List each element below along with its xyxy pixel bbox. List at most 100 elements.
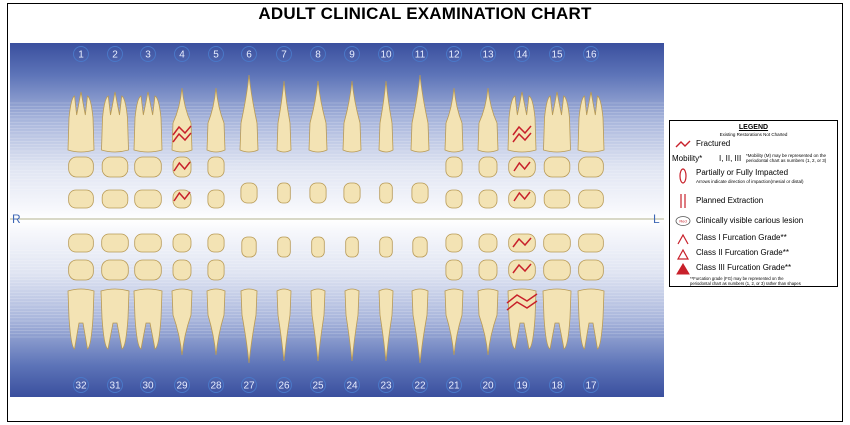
lower-number-21: 21 — [448, 381, 460, 392]
upper-tooth-root-16 — [577, 91, 605, 153]
lower-number-28: 28 — [210, 381, 222, 392]
fracture-mark-root-14 — [512, 125, 532, 136]
lower-occlusal-21 — [445, 259, 463, 281]
lower-occlusal-19 — [508, 259, 536, 281]
lower-number-26: 26 — [278, 381, 290, 392]
upper-occlusal-12 — [445, 156, 463, 178]
lower-tooth-root-23 — [378, 288, 394, 362]
lower-tooth-root-27 — [240, 288, 258, 364]
lower-tooth-root-26 — [276, 288, 292, 362]
fracture-mark-occlusal-4 — [173, 161, 191, 172]
legend-mobility-label: Mobility* — [672, 154, 703, 163]
lower-number-circle-28 — [208, 377, 224, 393]
lower-number-circle-21 — [446, 377, 462, 393]
lower-number-25: 25 — [312, 381, 324, 392]
extraction-symbol-icon — [680, 194, 686, 208]
upper-number-15: 15 — [551, 50, 563, 61]
upper-number-5: 5 — [213, 50, 219, 61]
side-label-right-patient: R — [12, 212, 21, 226]
legend-furcation-3-label: Class III Furcation Grade** — [696, 263, 792, 272]
upper-tooth-root-6 — [239, 74, 259, 153]
upper-number-13: 13 — [482, 50, 494, 61]
lower-number-circle-19 — [514, 377, 530, 393]
upper-buccal-14 — [508, 189, 536, 209]
lower-number-18: 18 — [551, 381, 563, 392]
lower-number-circle-29 — [174, 377, 190, 393]
upper-tooth-root-5 — [206, 87, 226, 153]
legend-furcation-1-label: Class I Furcation Grade** — [696, 233, 787, 242]
lower-tooth-root-25 — [310, 288, 326, 362]
legend-fractured-label: Fractured — [696, 139, 731, 148]
lower-incisal-24 — [345, 236, 359, 258]
upper-number-circle-8 — [310, 46, 326, 62]
legend-mobility-note-1: *Mobility (M) may be represented on the — [746, 153, 827, 158]
fracture-mark-buccal-4 — [173, 191, 191, 202]
upper-buccal-2 — [101, 189, 129, 209]
lower-number-23: 23 — [380, 381, 392, 392]
upper-number-11: 11 — [415, 50, 426, 61]
upper-tooth-root-14 — [507, 91, 537, 153]
upper-number-8: 8 — [315, 50, 321, 61]
upper-number-circle-15 — [549, 46, 565, 62]
upper-number-2: 2 — [112, 50, 118, 61]
fracture-mark-occlusal-14 — [513, 161, 531, 172]
lower-number-31: 31 — [109, 381, 121, 392]
lower-number-20: 20 — [482, 381, 494, 392]
fracture-mark-crown2-19 — [506, 300, 538, 311]
upper-buccal-16 — [578, 189, 604, 209]
upper-buccal-5 — [207, 189, 225, 209]
lower-number-circle-32 — [73, 377, 89, 393]
furcation-class-2-icon — [676, 248, 690, 260]
lower-tooth-root-20 — [477, 288, 499, 356]
upper-occlusal-15 — [543, 156, 571, 178]
upper-number-circle-11 — [412, 46, 428, 62]
upper-number-circle-1 — [73, 46, 89, 62]
lower-occlusal-17 — [578, 259, 604, 281]
page-title: ADULT CLINICAL EXAMINATION CHART — [258, 4, 592, 23]
lower-number-circle-24 — [344, 377, 360, 393]
upper-number-circle-2 — [107, 46, 123, 62]
lower-tooth-root-32 — [67, 288, 95, 350]
legend-furcation-2-label: Class II Furcation Grade** — [696, 248, 789, 257]
fracture-symbol-icon — [675, 140, 691, 148]
upper-buccal-13 — [478, 189, 498, 209]
lower-buccal-28 — [207, 233, 225, 253]
upper-number-circle-6 — [241, 46, 257, 62]
furcation-class-1-icon — [677, 233, 689, 245]
lower-occlusal-30 — [134, 259, 162, 281]
upper-tooth-root-2 — [101, 91, 129, 153]
lower-tooth-root-24 — [344, 288, 360, 362]
upper-number-1: 1 — [78, 50, 84, 61]
upper-number-circle-14 — [514, 46, 530, 62]
lower-number-22: 22 — [414, 381, 426, 392]
upper-number-circle-10 — [378, 46, 394, 62]
upper-incisal-7 — [277, 182, 291, 204]
lower-number-circle-18 — [549, 377, 565, 393]
lower-occlusal-18 — [543, 259, 571, 281]
lower-number-19: 19 — [516, 381, 528, 392]
fracture-mark-root2-4 — [172, 132, 192, 143]
lower-number-circle-23 — [378, 377, 394, 393]
upper-number-9: 9 — [349, 50, 355, 61]
legend-footnote-line-2: periodontal chart as numbers (1, 2, or 3… — [690, 281, 801, 286]
upper-number-7: 7 — [281, 50, 287, 61]
legend: LEGEND Existing Restorations Not Charted… — [669, 120, 838, 287]
lower-incisal-22 — [412, 236, 428, 258]
fracture-mark-root-4 — [172, 125, 192, 136]
upper-number-14: 14 — [516, 50, 528, 61]
lower-number-24: 24 — [346, 381, 358, 392]
lower-number-17: 17 — [585, 381, 597, 392]
upper-occlusal-1 — [68, 156, 94, 178]
side-label-left-patient: L — [653, 212, 660, 226]
upper-incisal-10 — [379, 182, 393, 204]
carious-lesion-icon: Red — [675, 216, 691, 226]
lower-buccal-18 — [543, 233, 571, 253]
upper-number-circle-13 — [480, 46, 496, 62]
legend-footnote-line-1: **Furcation grade (FG) may be represente… — [690, 276, 784, 281]
upper-number-4: 4 — [179, 50, 185, 61]
lower-buccal-17 — [578, 233, 604, 253]
upper-number-circle-12 — [446, 46, 462, 62]
lower-occlusal-28 — [207, 259, 225, 281]
upper-number-3: 3 — [145, 50, 151, 61]
lower-tooth-root-31 — [100, 288, 130, 350]
